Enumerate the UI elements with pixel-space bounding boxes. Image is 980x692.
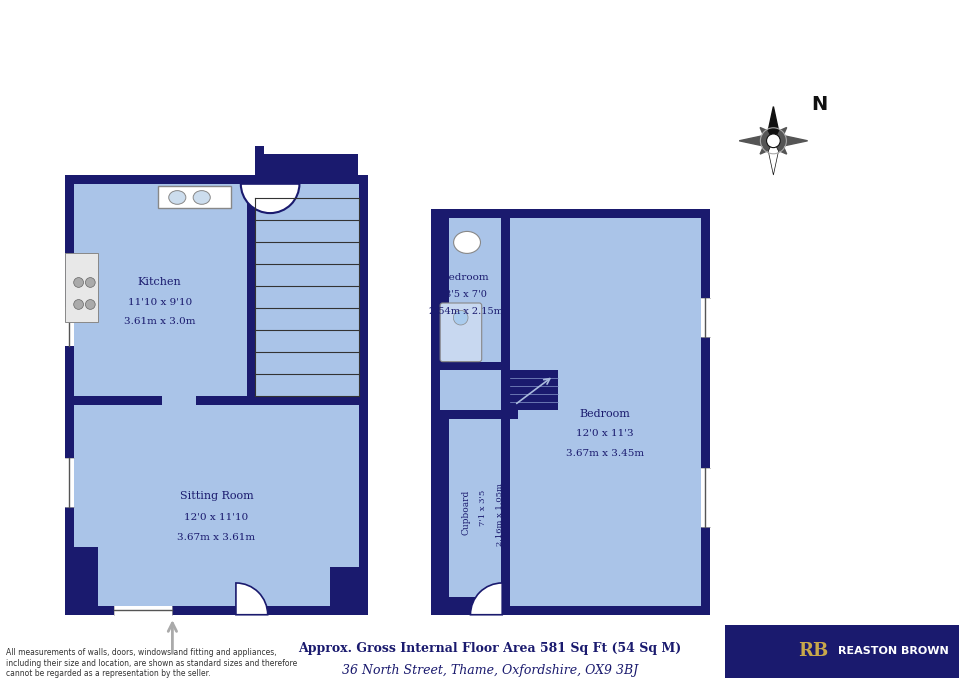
Bar	[74, 396, 162, 405]
Bar	[510, 370, 559, 410]
Bar	[74, 184, 359, 606]
Text: Bedroom: Bedroom	[442, 273, 489, 282]
Bar	[236, 606, 359, 614]
Bar	[701, 298, 710, 337]
Bar	[431, 597, 510, 606]
Text: 12'0 x 11'3: 12'0 x 11'3	[576, 430, 634, 439]
Text: 11'10 x 9'10: 11'10 x 9'10	[127, 298, 192, 307]
Text: 7'1 x 3'5: 7'1 x 3'5	[478, 490, 487, 526]
Text: Approx. Gross Internal Floor Area 581 Sq Ft (54 Sq M): Approx. Gross Internal Floor Area 581 Sq…	[298, 642, 682, 655]
Text: 2.54m x 2.15m: 2.54m x 2.15m	[428, 307, 503, 316]
Text: 3.67m x 3.61m: 3.67m x 3.61m	[177, 533, 256, 542]
Bar	[724, 624, 959, 678]
Bar	[440, 606, 477, 614]
Text: RB: RB	[799, 642, 829, 660]
Text: Bedroom: Bedroom	[580, 410, 631, 419]
Circle shape	[85, 300, 95, 309]
Bar	[449, 218, 501, 362]
Text: N: N	[811, 95, 828, 113]
Polygon shape	[768, 107, 778, 140]
Bar	[440, 419, 449, 606]
Polygon shape	[739, 136, 773, 146]
Polygon shape	[760, 140, 773, 154]
Text: 3.67m x 3.45m: 3.67m x 3.45m	[566, 449, 645, 458]
Ellipse shape	[454, 231, 480, 253]
Bar	[65, 175, 368, 184]
Bar	[431, 209, 710, 218]
Polygon shape	[760, 127, 773, 140]
Bar	[65, 253, 98, 322]
Bar	[431, 606, 710, 614]
Text: Sitting Room: Sitting Room	[179, 491, 253, 500]
Bar	[701, 468, 710, 527]
Bar	[247, 199, 256, 396]
Text: 36 North Street, Thame, Oxfordshire, OX9 3BJ: 36 North Street, Thame, Oxfordshire, OX9…	[342, 664, 638, 677]
Polygon shape	[773, 127, 787, 140]
Circle shape	[85, 277, 95, 287]
Text: 8'5 x 7'0: 8'5 x 7'0	[445, 290, 486, 299]
Bar	[440, 410, 518, 419]
Bar	[449, 428, 501, 597]
Bar	[65, 175, 74, 614]
Circle shape	[766, 134, 780, 147]
Text: 2.16m x 1.05m: 2.16m x 1.05m	[496, 484, 504, 547]
Circle shape	[74, 277, 83, 287]
Bar	[74, 547, 98, 606]
Bar	[114, 606, 172, 614]
FancyBboxPatch shape	[440, 303, 482, 362]
Text: Cupboard: Cupboard	[461, 490, 470, 535]
Bar	[440, 362, 510, 370]
Polygon shape	[773, 140, 787, 154]
Text: All measurements of walls, doors, windows and fitting and appliances,
including : All measurements of walls, doors, window…	[6, 648, 298, 678]
Text: Kitchen: Kitchen	[138, 277, 181, 287]
Bar	[65, 458, 74, 507]
Bar	[501, 419, 510, 606]
Bar	[158, 186, 231, 208]
Text: 3.61m x 3.0m: 3.61m x 3.0m	[123, 317, 195, 326]
Bar	[701, 209, 710, 614]
Bar	[196, 396, 359, 405]
Bar	[65, 606, 368, 614]
Bar	[256, 154, 358, 184]
Polygon shape	[773, 136, 808, 146]
Bar	[65, 307, 74, 346]
Bar	[440, 218, 701, 606]
Wedge shape	[236, 583, 268, 614]
Circle shape	[74, 300, 83, 309]
Bar	[359, 175, 368, 614]
Bar	[509, 606, 701, 614]
Bar	[256, 146, 265, 184]
Bar	[501, 218, 510, 419]
Bar	[431, 209, 440, 614]
Ellipse shape	[169, 190, 186, 204]
Bar	[329, 567, 359, 606]
Polygon shape	[768, 140, 778, 175]
Circle shape	[454, 310, 468, 325]
Wedge shape	[470, 583, 502, 614]
Text: 12'0 x 11'10: 12'0 x 11'10	[184, 513, 249, 522]
Ellipse shape	[193, 190, 211, 204]
Text: REASTON BROWN: REASTON BROWN	[838, 646, 949, 657]
Bar	[440, 218, 449, 362]
Wedge shape	[241, 184, 300, 213]
